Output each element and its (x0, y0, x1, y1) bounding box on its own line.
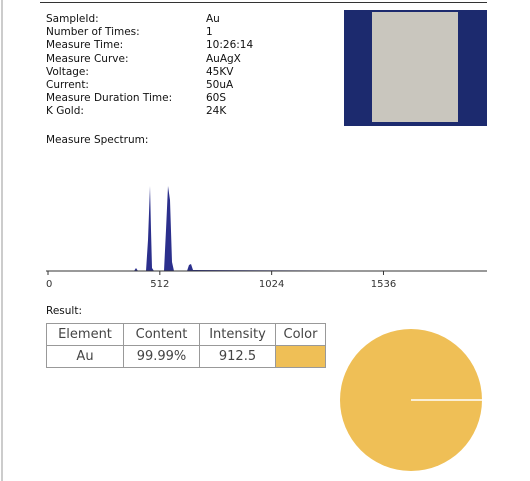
field-label: Voltage: (46, 65, 89, 78)
result-table: Element Content Intensity Color Au 99.99% 912… (46, 323, 326, 368)
x-tick-label: 1024 (259, 279, 284, 290)
cell: 912.5 (199, 345, 276, 368)
field-label: SampleId: (46, 13, 99, 25)
field-value: 24K (206, 105, 227, 118)
spectrum-ticks: 0 512 1024 1536 (46, 271, 396, 290)
field-label: Measure Curve: (46, 52, 129, 65)
header-cell: Intensity (199, 323, 276, 346)
header-cell: Content (123, 323, 200, 346)
field-label: Measure Time: (46, 39, 124, 52)
spectrum-trace (48, 186, 487, 271)
field-label: Measure Duration Time: (46, 92, 173, 105)
table-header: Element Content Intensity Color (46, 323, 326, 346)
field-value: 45KV (206, 65, 234, 78)
field-label: K Gold: (46, 105, 84, 118)
field-value: Au (206, 13, 220, 25)
field-label: Number of Times: (46, 26, 140, 39)
field-value: AuAgX (206, 52, 241, 65)
cell: 99.99% (123, 345, 200, 368)
x-tick-label: 1536 (371, 279, 396, 290)
field-value: 10:26:14 (206, 39, 254, 52)
field-value: 60S (206, 92, 227, 105)
cell: Au (46, 345, 124, 368)
field-value: 1 (206, 26, 213, 39)
field-value: 50uA (206, 79, 234, 91)
color-cell (275, 345, 326, 368)
x-tick-label: 512 (150, 279, 169, 290)
header-cell: Element (46, 323, 124, 346)
sample-photo-piece (372, 12, 458, 122)
field-label: Current: (46, 79, 89, 91)
x-tick-label: 0 (46, 279, 52, 290)
header-cell: Color (275, 323, 326, 346)
result-title: Result: (46, 305, 82, 317)
table-row: Au 99.99% 912.5 (46, 345, 326, 368)
spectrum-title: Measure Spectrum: (46, 134, 149, 146)
